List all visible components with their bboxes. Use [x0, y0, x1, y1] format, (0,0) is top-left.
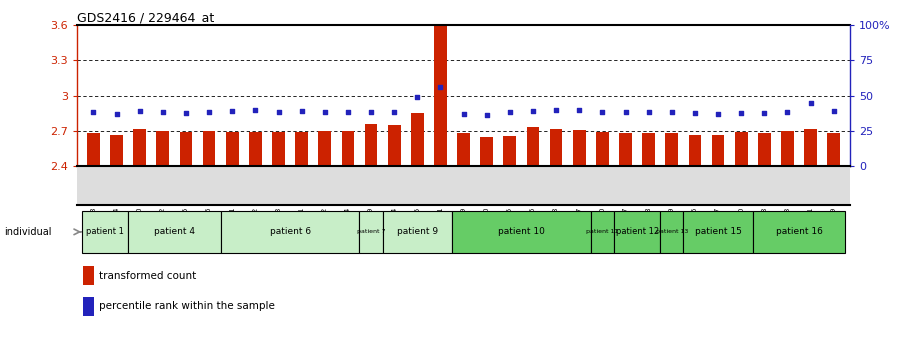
Point	[86, 109, 101, 115]
Bar	[712, 135, 724, 166]
Bar	[457, 133, 470, 166]
Bar	[758, 133, 771, 166]
Bar	[84, 297, 95, 316]
Point	[387, 109, 402, 115]
Point	[572, 107, 586, 113]
FancyBboxPatch shape	[82, 211, 128, 253]
Point	[341, 109, 355, 115]
Point	[434, 84, 448, 90]
Point	[687, 110, 702, 115]
Bar	[249, 132, 262, 166]
Point	[225, 108, 240, 114]
Point	[525, 108, 540, 114]
Bar	[526, 127, 539, 166]
FancyBboxPatch shape	[128, 211, 221, 253]
Text: patient 10: patient 10	[498, 227, 544, 236]
Bar	[435, 25, 447, 166]
Bar	[388, 125, 401, 166]
Point	[711, 111, 725, 117]
Bar	[110, 135, 123, 166]
Point	[479, 112, 494, 118]
Point	[364, 109, 378, 115]
Text: patient 9: patient 9	[396, 227, 438, 236]
Point	[155, 109, 170, 115]
Point	[179, 110, 194, 116]
Text: patient 4: patient 4	[154, 227, 195, 236]
Text: patient 16: patient 16	[775, 227, 823, 236]
Text: patient 15: patient 15	[694, 227, 742, 236]
FancyBboxPatch shape	[359, 211, 383, 253]
Point	[456, 111, 471, 117]
Bar	[573, 130, 585, 166]
Bar	[688, 135, 701, 166]
Bar	[619, 133, 632, 166]
FancyBboxPatch shape	[383, 211, 452, 253]
Point	[503, 109, 517, 115]
Bar	[134, 129, 146, 166]
Bar	[480, 137, 493, 166]
Point	[133, 108, 147, 114]
Bar	[734, 132, 747, 166]
Point	[826, 108, 841, 114]
Text: patient 7: patient 7	[357, 229, 385, 234]
Text: patient 1: patient 1	[86, 227, 124, 236]
Bar	[596, 132, 609, 166]
Bar	[87, 133, 100, 166]
Point	[271, 109, 285, 115]
Bar	[504, 136, 516, 166]
Text: individual: individual	[5, 227, 52, 237]
Text: patient 12: patient 12	[615, 227, 659, 236]
Bar	[643, 133, 655, 166]
Bar	[342, 131, 355, 166]
FancyBboxPatch shape	[753, 211, 845, 253]
Point	[109, 111, 124, 117]
Bar	[827, 133, 840, 166]
Point	[595, 109, 610, 115]
Text: patient 11: patient 11	[586, 229, 618, 234]
Point	[295, 108, 309, 114]
Bar	[411, 113, 424, 166]
FancyBboxPatch shape	[221, 211, 359, 253]
Point	[248, 107, 263, 113]
Bar	[203, 131, 215, 166]
Bar	[295, 132, 308, 166]
Bar	[550, 129, 563, 166]
Text: GDS2416 / 229464_at: GDS2416 / 229464_at	[77, 11, 215, 24]
Bar	[226, 132, 239, 166]
Point	[202, 109, 216, 115]
Bar	[665, 133, 678, 166]
Point	[734, 110, 748, 115]
Point	[618, 109, 633, 115]
FancyBboxPatch shape	[591, 211, 614, 253]
Bar	[781, 131, 794, 166]
Bar	[804, 129, 817, 166]
Text: transformed count: transformed count	[99, 270, 196, 281]
Point	[317, 109, 332, 115]
Text: patient 6: patient 6	[270, 227, 311, 236]
Bar	[365, 124, 377, 166]
Bar	[84, 266, 95, 285]
Bar	[180, 132, 193, 166]
Point	[642, 109, 656, 115]
Point	[780, 109, 794, 115]
Bar	[272, 132, 285, 166]
Bar	[318, 131, 331, 166]
Text: percentile rank within the sample: percentile rank within the sample	[99, 301, 275, 311]
Point	[410, 94, 425, 99]
FancyBboxPatch shape	[452, 211, 591, 253]
Point	[664, 109, 679, 115]
Point	[757, 110, 772, 115]
Point	[549, 107, 564, 112]
FancyBboxPatch shape	[660, 211, 684, 253]
Text: patient 13: patient 13	[655, 229, 688, 234]
Bar	[156, 131, 169, 166]
FancyBboxPatch shape	[614, 211, 660, 253]
FancyBboxPatch shape	[684, 211, 753, 253]
Point	[804, 100, 818, 106]
